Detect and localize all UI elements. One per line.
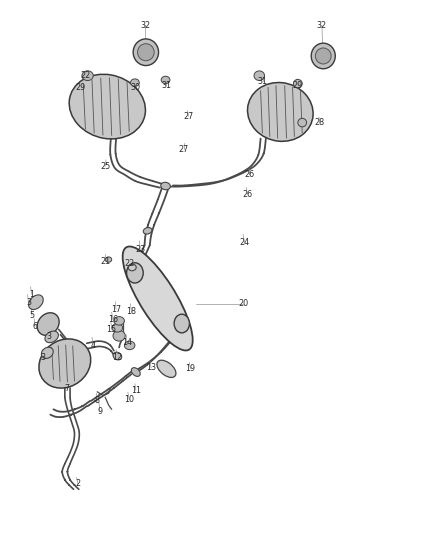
Ellipse shape (112, 324, 123, 332)
Text: 12: 12 (112, 353, 123, 361)
Ellipse shape (293, 79, 302, 88)
Ellipse shape (133, 39, 159, 66)
Ellipse shape (161, 182, 170, 190)
Ellipse shape (114, 317, 124, 325)
Text: 13: 13 (146, 364, 156, 372)
Text: 6: 6 (32, 322, 38, 330)
Text: 4: 4 (91, 341, 96, 350)
Ellipse shape (113, 330, 125, 341)
Text: 7: 7 (64, 384, 69, 392)
Text: 10: 10 (124, 395, 134, 404)
Text: 21: 21 (100, 257, 110, 265)
Ellipse shape (315, 48, 331, 64)
Ellipse shape (131, 368, 140, 376)
Text: 16: 16 (108, 316, 118, 324)
Text: 14: 14 (122, 338, 132, 346)
Text: 19: 19 (185, 365, 196, 373)
Ellipse shape (123, 246, 193, 351)
Text: 30: 30 (131, 84, 141, 92)
Ellipse shape (254, 71, 265, 80)
Ellipse shape (161, 76, 170, 84)
Text: 24: 24 (239, 238, 250, 247)
Ellipse shape (157, 360, 176, 377)
Text: 22: 22 (124, 260, 134, 268)
Ellipse shape (106, 257, 112, 262)
Text: 26: 26 (242, 190, 253, 198)
Text: 18: 18 (127, 308, 136, 316)
Ellipse shape (298, 118, 307, 127)
Ellipse shape (45, 331, 58, 343)
Text: 15: 15 (106, 325, 117, 334)
Text: 11: 11 (131, 386, 141, 394)
Ellipse shape (247, 83, 313, 141)
Ellipse shape (39, 339, 91, 388)
Text: 1: 1 (29, 290, 34, 298)
Text: 9: 9 (97, 407, 102, 416)
Ellipse shape (131, 79, 139, 86)
Text: 2: 2 (75, 480, 81, 488)
Text: 27: 27 (183, 112, 194, 120)
Text: 17: 17 (111, 305, 121, 313)
Text: 8: 8 (95, 397, 100, 405)
Text: 29: 29 (293, 81, 303, 90)
Text: 22: 22 (80, 71, 91, 80)
Ellipse shape (143, 228, 152, 234)
Ellipse shape (124, 341, 135, 350)
Ellipse shape (128, 264, 136, 271)
Text: 20: 20 (238, 300, 248, 308)
Text: 23: 23 (135, 245, 145, 254)
Text: 32: 32 (140, 21, 151, 30)
Ellipse shape (37, 313, 59, 335)
Text: 3: 3 (46, 333, 52, 341)
Ellipse shape (41, 347, 53, 359)
Text: 25: 25 (100, 162, 110, 171)
Text: 3: 3 (26, 298, 31, 307)
Ellipse shape (113, 352, 122, 360)
Ellipse shape (138, 44, 154, 61)
Text: 3: 3 (40, 353, 46, 361)
Text: 27: 27 (179, 145, 189, 154)
Ellipse shape (82, 71, 93, 80)
Text: 5: 5 (29, 311, 35, 320)
Text: 28: 28 (314, 118, 325, 127)
Text: 31: 31 (162, 81, 171, 90)
Ellipse shape (28, 295, 43, 310)
Text: 26: 26 (244, 171, 255, 179)
Ellipse shape (311, 43, 336, 69)
Text: 31: 31 (258, 77, 268, 85)
Ellipse shape (127, 263, 143, 283)
Text: 29: 29 (75, 84, 85, 92)
Ellipse shape (69, 74, 145, 139)
Ellipse shape (174, 314, 189, 333)
Text: 32: 32 (317, 21, 327, 30)
